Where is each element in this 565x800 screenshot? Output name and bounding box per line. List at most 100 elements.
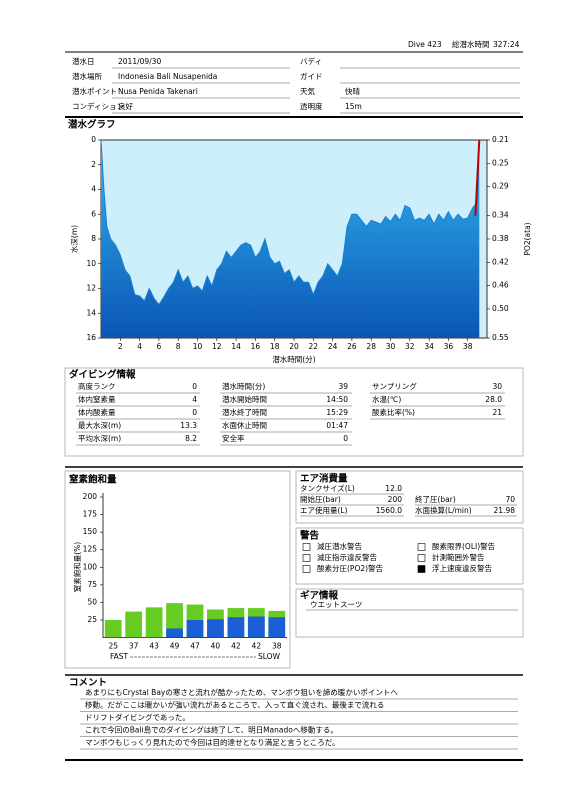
- y-tick-label: 0: [91, 135, 96, 144]
- total-time-label: 総潜水時間: [452, 39, 490, 49]
- y-tick-label: 175: [83, 510, 98, 519]
- x-tick-label: 38: [463, 342, 473, 351]
- chart-title: 潜水グラフ: [68, 119, 116, 131]
- x-tick-label: 38: [272, 642, 282, 651]
- y-tick-label: 200: [83, 492, 98, 501]
- field-value: 2011/09/30: [118, 57, 161, 66]
- comment-line: マンボウもじっくり見れたので今回は目的達せとなり満足と言うところだ。: [85, 737, 340, 747]
- info-value: 8.2: [185, 434, 197, 443]
- section-title: ダイビング情報: [69, 369, 136, 381]
- x-tick-label: 40: [211, 642, 221, 651]
- checkbox: [302, 565, 311, 573]
- depth-line: [100, 139, 480, 306]
- air-value: 200: [388, 495, 403, 504]
- y2-tick-label: 0.29: [492, 182, 509, 191]
- info-label: サンプリング: [372, 381, 417, 391]
- y-tick-label: 75: [87, 580, 97, 589]
- field-label: 潜水場所: [72, 71, 102, 81]
- info-label: 潜水時間(分): [222, 381, 265, 391]
- info-label: 潜水終了時間: [222, 407, 267, 417]
- info-value: 30: [492, 382, 502, 391]
- checkbox: [417, 554, 426, 562]
- air-value: 12.0: [385, 484, 402, 493]
- y-tick-label: 2: [91, 160, 96, 169]
- y-tick-label: 150: [83, 527, 98, 536]
- comment-line: これで今回のBali島でのダイビングは終了して、明日Manadoへ移動する。: [85, 725, 338, 735]
- y-tick-label: 12: [86, 284, 96, 293]
- y2-tick-label: 0.21: [492, 135, 509, 144]
- y-tick-label: 100: [83, 562, 98, 571]
- info-value: 28.0: [485, 395, 502, 404]
- warning-label: 減圧潜水警告: [317, 541, 362, 551]
- info-box: [64, 367, 524, 457]
- field-label: 潜水ポイント: [72, 86, 117, 96]
- info-value: 15:29: [326, 408, 348, 417]
- info-value: 21: [492, 408, 502, 417]
- x-axis-label: 潜水時間(分): [272, 354, 315, 364]
- comment-line: あまりにもCrystal Bayの寒さと流れが酷かったため、マンボウ狙いを諦め暖…: [85, 687, 398, 697]
- x-tick-label: 8: [176, 342, 181, 351]
- info-label: 体内酸素量: [78, 407, 116, 417]
- info-value: 01:47: [326, 421, 348, 430]
- bar: [227, 617, 245, 638]
- x-tick-label: 26: [347, 342, 357, 351]
- comment-line: 移動。だがここは暖かいが強い流れがあるところで、入って直ぐ流され、最後まで流れる: [85, 700, 384, 710]
- info-value: 39: [338, 382, 348, 391]
- x-tick-label: 12: [212, 342, 222, 351]
- x-tick-label: 43: [149, 642, 159, 651]
- x-tick-label: 20: [289, 342, 299, 351]
- y-tick-label: 4: [91, 185, 96, 194]
- info-label: 潜水開始時間: [222, 394, 267, 404]
- field-label: バディ: [300, 56, 322, 66]
- air-value: 21.98: [494, 506, 516, 515]
- x-right-label: SLOW: [258, 652, 281, 661]
- bar: [247, 616, 265, 638]
- field-label: コンディション: [72, 101, 124, 111]
- field-value: 15m: [345, 102, 362, 111]
- x-tick-label: 30: [386, 342, 396, 351]
- x-tick-label: 22: [309, 342, 319, 351]
- field-value: Indonesia Bali Nusapenida: [118, 72, 217, 81]
- info-value: 13.3: [180, 421, 197, 430]
- bar: [104, 620, 122, 638]
- y-tick-label: 25: [87, 615, 97, 624]
- y2-tick-label: 0.25: [492, 158, 509, 167]
- field-label: ガイド: [300, 71, 323, 81]
- air-box: [295, 470, 524, 524]
- y-tick-label: 50: [87, 597, 97, 606]
- air-value: 70: [505, 495, 515, 504]
- field-label: 潜水日: [72, 56, 95, 66]
- info-label: 水面休止時間: [222, 420, 267, 430]
- x-tick-label: 42: [231, 642, 241, 651]
- air-label: エア使用量(L): [300, 505, 348, 515]
- y2-tick-label: 0.46: [492, 281, 509, 290]
- info-value: 0: [192, 382, 197, 391]
- air-label: 終了圧(bar): [415, 494, 456, 504]
- bar: [268, 617, 286, 638]
- gear-item: ウエットスーツ: [310, 600, 362, 609]
- info-label: 水温(℃): [372, 394, 401, 404]
- section-title: ギア情報: [300, 590, 339, 602]
- x-tick-label: 6: [157, 342, 162, 351]
- po2-line: [474, 139, 481, 216]
- air-label: タンクサイズ(L): [300, 483, 355, 493]
- x-tick-label: 36: [444, 342, 454, 351]
- warning-label: 計測範囲外警告: [432, 552, 485, 562]
- field-value: Nusa Penida Takenari: [118, 87, 198, 96]
- x-tick-label: 47: [190, 642, 200, 651]
- x-tick-label: 25: [108, 642, 118, 651]
- y-tick-label: 6: [91, 209, 96, 218]
- info-label: 高度ランク: [78, 381, 116, 391]
- bar: [145, 607, 163, 638]
- y2-axis-label: PO2(ata): [523, 222, 532, 255]
- info-value: 4: [192, 395, 197, 404]
- bar: [166, 628, 183, 638]
- x-tick-label: 34: [424, 342, 434, 351]
- x-tick-label: 14: [231, 342, 241, 351]
- y-tick-label: 125: [83, 545, 98, 554]
- x-left-label: FAST: [110, 652, 129, 661]
- warning-label: 酸素分圧(PO2)警告: [317, 563, 384, 573]
- x-tick-label: 16: [251, 342, 261, 351]
- warning-box: [295, 527, 524, 585]
